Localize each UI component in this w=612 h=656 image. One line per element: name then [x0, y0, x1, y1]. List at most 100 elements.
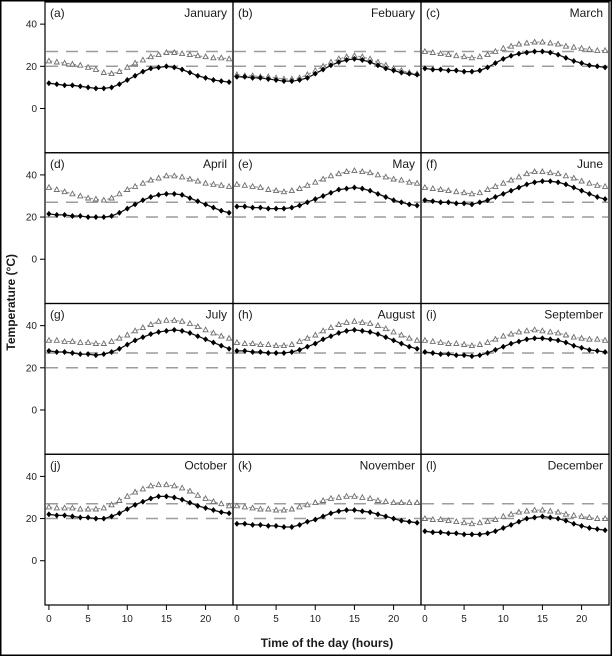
month-label: October	[184, 458, 227, 472]
filled-diamond-marker	[461, 352, 467, 359]
filled-diamond-marker	[140, 197, 146, 204]
filled-diamond-marker	[359, 327, 365, 334]
filled-diamond-marker	[484, 64, 491, 71]
open-triangle-marker	[108, 501, 115, 508]
open-triangle-marker	[601, 46, 609, 53]
filled-diamond-marker	[390, 67, 397, 74]
open-triangle-marker	[554, 170, 562, 177]
open-triangle-marker	[186, 51, 194, 58]
open-triangle-marker	[382, 173, 390, 180]
panel-frame	[232, 152, 422, 305]
open-triangle-marker	[343, 492, 350, 499]
filled-diamond-marker	[124, 205, 130, 212]
filled-diamond-marker	[484, 530, 491, 537]
filled-diamond-marker	[437, 351, 444, 358]
open-triangle-marker	[429, 184, 437, 191]
filled-diamond-marker	[359, 508, 365, 515]
filled-diamond-marker	[54, 348, 60, 356]
filled-diamond-marker	[453, 67, 459, 74]
filled-diamond-marker	[257, 204, 264, 211]
open-triangle-marker	[241, 503, 249, 510]
filled-diamond-marker	[187, 69, 193, 76]
x-tick-label: 10	[310, 614, 322, 625]
open-triangle-marker	[562, 42, 570, 49]
open-triangle-marker	[500, 332, 507, 339]
triangle-series-line	[48, 52, 230, 75]
filled-diamond-marker	[77, 514, 83, 521]
month-label: August	[378, 308, 416, 322]
open-triangle-marker	[515, 508, 523, 515]
open-triangle-marker	[578, 44, 585, 51]
filled-diamond-marker	[555, 51, 561, 58]
filled-diamond-marker	[281, 349, 287, 357]
open-triangle-marker	[139, 324, 147, 331]
panel-frame	[420, 302, 610, 455]
filled-diamond-marker	[602, 348, 608, 356]
open-triangle-marker	[382, 498, 390, 505]
open-triangle-marker	[531, 506, 538, 513]
open-triangle-marker	[398, 331, 405, 338]
filled-diamond-marker	[406, 70, 412, 77]
filled-diamond-marker	[289, 523, 295, 531]
open-triangle-marker	[366, 319, 374, 326]
filled-diamond-marker	[375, 331, 381, 338]
filled-diamond-marker	[547, 49, 553, 56]
filled-diamond-marker	[265, 349, 271, 357]
filled-diamond-marker	[304, 199, 311, 206]
open-triangle-marker	[312, 331, 319, 338]
filled-diamond-marker	[140, 498, 146, 505]
filled-diamond-marker	[508, 52, 514, 59]
filled-diamond-marker	[524, 336, 530, 343]
open-triangle-marker	[437, 185, 444, 192]
y-tick-label: 20	[26, 62, 38, 73]
filled-diamond-marker	[148, 65, 154, 72]
open-triangle-marker	[578, 177, 585, 184]
filled-diamond-marker	[390, 515, 397, 522]
filled-diamond-marker	[375, 190, 381, 197]
filled-diamond-marker	[430, 198, 436, 205]
filled-diamond-marker	[210, 76, 217, 84]
open-triangle-marker	[84, 505, 92, 512]
open-triangle-marker	[304, 501, 311, 508]
open-triangle-marker	[531, 168, 538, 175]
panel-febuary: (b) Febuary	[232, 1, 422, 154]
open-triangle-marker	[437, 515, 444, 522]
filled-diamond-marker	[195, 333, 201, 340]
filled-diamond-marker	[265, 75, 271, 83]
filled-diamond-marker	[594, 526, 600, 533]
triangle-series-line	[424, 41, 606, 59]
filled-diamond-marker	[398, 69, 405, 76]
open-triangle-marker	[108, 337, 115, 344]
open-triangle-marker	[351, 492, 358, 499]
filled-diamond-marker	[461, 531, 467, 538]
open-triangle-marker	[218, 181, 225, 188]
filled-diamond-marker	[163, 63, 170, 70]
open-triangle-marker	[53, 58, 61, 65]
open-triangle-marker	[515, 328, 523, 335]
open-triangle-marker	[335, 320, 343, 327]
open-triangle-marker	[100, 339, 108, 346]
open-triangle-marker	[319, 175, 327, 182]
filled-diamond-marker	[336, 186, 342, 193]
filled-diamond-marker	[108, 513, 115, 520]
x-tick-label: 0	[234, 614, 240, 625]
filled-diamond-marker	[406, 201, 412, 208]
panel-letter: (g)	[50, 308, 65, 322]
open-triangle-marker	[77, 338, 84, 345]
open-triangle-marker	[374, 171, 382, 178]
filled-diamond-marker	[383, 65, 389, 72]
open-triangle-marker	[163, 316, 170, 323]
open-triangle-marker	[319, 327, 327, 334]
filled-diamond-marker	[69, 349, 76, 357]
open-triangle-marker	[124, 492, 131, 499]
open-triangle-marker	[476, 519, 484, 526]
filled-diamond-marker	[179, 496, 185, 503]
open-triangle-marker	[586, 45, 593, 52]
diamond-series-line	[236, 329, 418, 354]
filled-diamond-marker	[430, 529, 436, 536]
filled-diamond-marker	[359, 185, 365, 192]
open-triangle-marker	[460, 53, 468, 60]
filled-diamond-marker	[430, 66, 436, 73]
open-triangle-marker	[202, 494, 209, 501]
filled-diamond-marker	[336, 329, 342, 337]
